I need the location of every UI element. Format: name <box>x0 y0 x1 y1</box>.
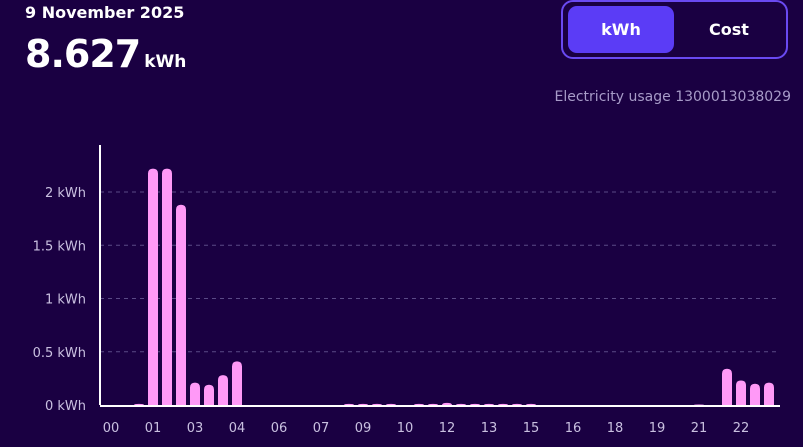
bar <box>134 403 144 405</box>
bar <box>428 403 438 405</box>
bar <box>736 380 746 405</box>
bar <box>722 368 732 405</box>
x-tick-label: 10 <box>397 421 414 436</box>
total-value: 8.627 <box>25 32 141 76</box>
unit-toggle: kWh Cost <box>561 0 788 59</box>
bar <box>190 382 200 405</box>
date-title: 9 November 2025 <box>25 3 185 22</box>
kwh-toggle-button[interactable]: kWh <box>568 6 674 53</box>
cost-toggle-button[interactable]: Cost <box>709 20 749 39</box>
x-tick-label: 18 <box>607 421 624 436</box>
bar <box>344 403 354 405</box>
bar <box>470 403 480 405</box>
bar <box>176 204 186 405</box>
x-tick-label: 22 <box>733 421 750 436</box>
bar <box>386 403 396 405</box>
bar <box>414 403 424 405</box>
y-tick-label: 1 kWh <box>45 293 86 308</box>
bar <box>484 403 494 405</box>
x-tick-label: 19 <box>649 421 666 436</box>
bar <box>750 383 760 405</box>
bar <box>358 403 368 405</box>
bar <box>512 403 522 405</box>
meter-label: Electricity usage 1300013038029 <box>554 89 791 105</box>
bar <box>218 375 228 405</box>
bar <box>526 403 536 405</box>
bar <box>442 402 452 405</box>
x-tick-label: 13 <box>481 421 498 436</box>
y-tick-label: 0.5 kWh <box>33 346 86 361</box>
x-tick-label: 00 <box>103 421 120 436</box>
bar <box>162 168 172 405</box>
x-tick-label: 01 <box>145 421 162 436</box>
bar <box>148 168 158 405</box>
y-tick-label: 2 kWh <box>45 186 86 201</box>
bar <box>372 403 382 405</box>
bar <box>232 361 242 405</box>
bar <box>764 382 774 405</box>
x-tick-label: 09 <box>355 421 372 436</box>
x-tick-label: 04 <box>229 421 246 436</box>
x-tick-label: 07 <box>313 421 330 436</box>
total-usage: 8.627 kWh <box>25 32 186 76</box>
bar <box>456 403 466 405</box>
bar <box>498 403 508 405</box>
x-tick-label: 06 <box>271 421 288 436</box>
x-tick-label: 12 <box>439 421 456 436</box>
x-tick-label: 16 <box>565 421 582 436</box>
y-tick-label: 0 kWh <box>45 399 86 414</box>
x-tick-label: 21 <box>691 421 708 436</box>
bar <box>694 404 704 405</box>
bar <box>204 384 214 405</box>
total-unit: kWh <box>144 52 187 72</box>
x-tick-label: 15 <box>523 421 540 436</box>
y-tick-label: 1.5 kWh <box>33 239 86 254</box>
x-tick-label: 03 <box>187 421 204 436</box>
